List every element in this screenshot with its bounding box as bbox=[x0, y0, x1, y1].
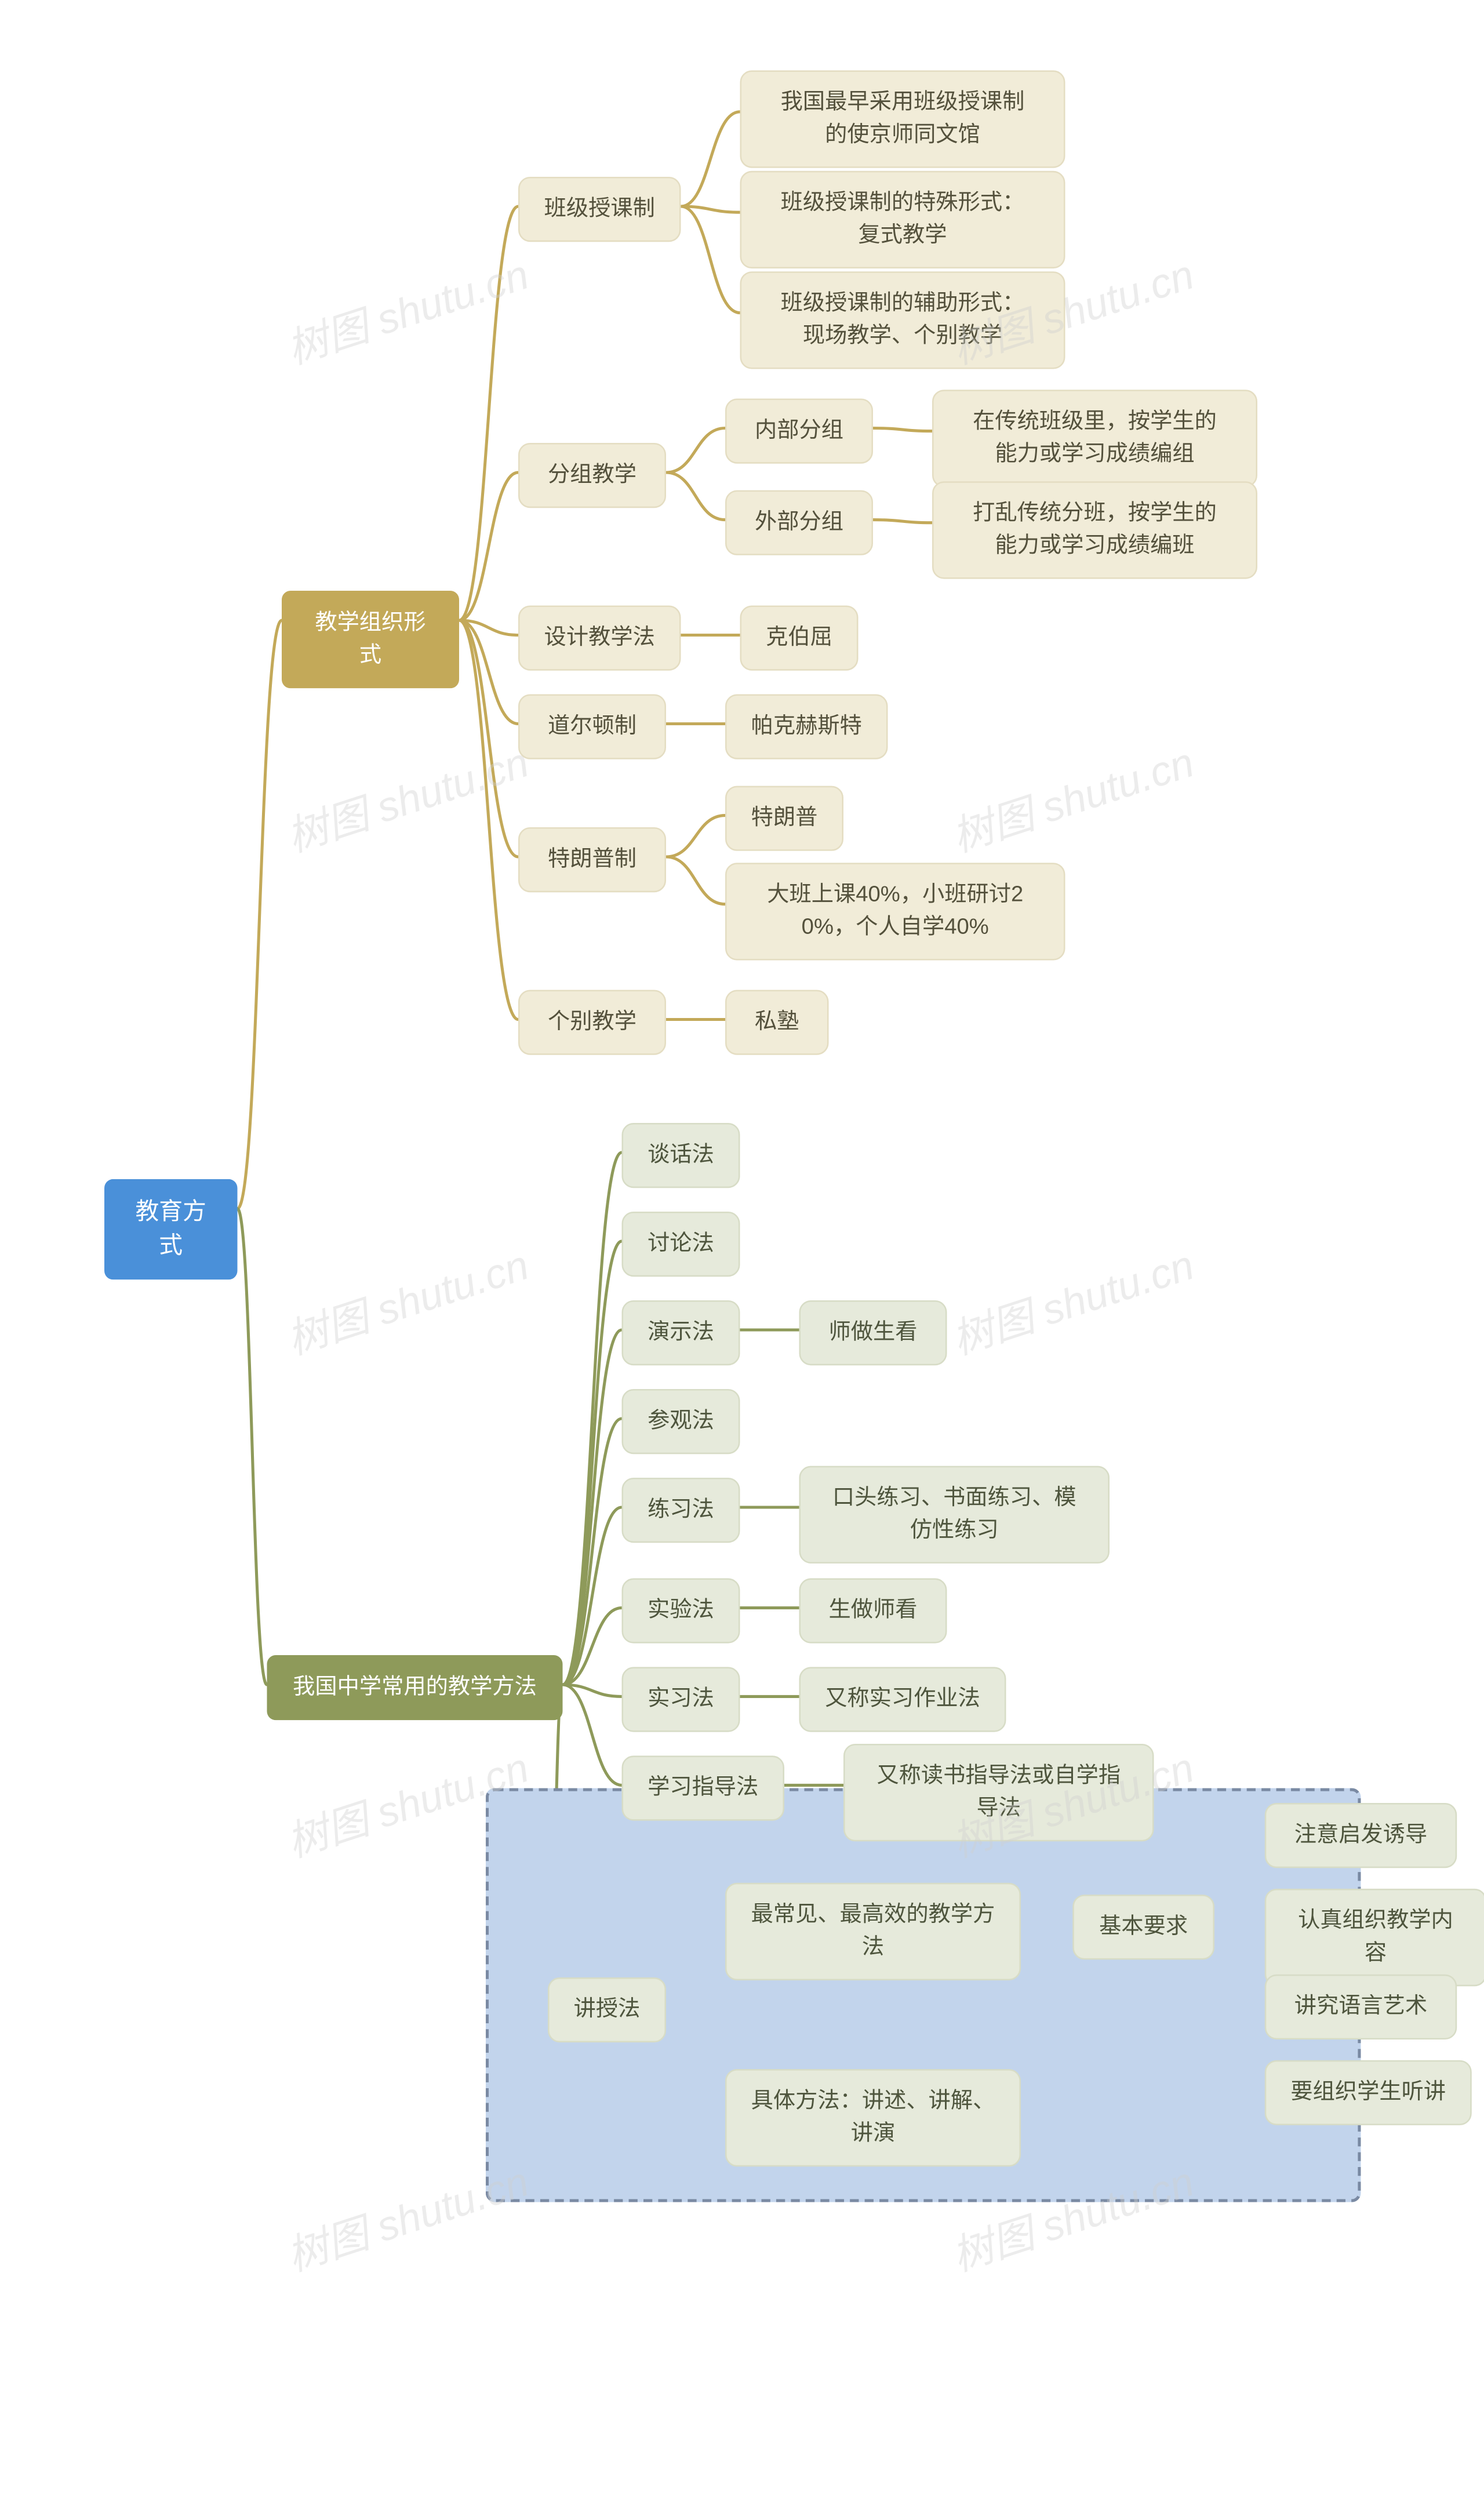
watermark: 树图 shutu.cn bbox=[279, 731, 536, 865]
connector bbox=[681, 206, 740, 313]
connector bbox=[666, 857, 725, 904]
connector bbox=[459, 620, 518, 857]
mindmap-node-n_bjsk[interactable]: 班级授课制 bbox=[518, 177, 681, 242]
connector bbox=[563, 1685, 622, 1696]
mindmap-node-n_kbq[interactable]: 克伯屈 bbox=[740, 606, 859, 671]
mindmap-node-m_jbyq[interactable]: 基本要求 bbox=[1072, 1895, 1214, 1959]
mindmap-node-m_sxf1[interactable]: 又称实习作业法 bbox=[799, 1667, 1006, 1732]
mindmap-node-n_nbfz1[interactable]: 在传统班级里，按学生的 能力或学习成绩编组 bbox=[932, 390, 1257, 486]
connector bbox=[563, 1330, 622, 1685]
diagram-canvas: 教育方式 教学组织形式我国中学常用的教学方法 班级授课制我国最早采用班级授课制 的使… bbox=[0, 0, 1484, 2494]
connector bbox=[563, 1241, 622, 1685]
connector bbox=[563, 1685, 622, 1785]
mindmap-node-m_yq3[interactable]: 讲究语言艺术 bbox=[1265, 1975, 1457, 2039]
connector bbox=[873, 520, 932, 523]
mindmap-node-m_yq1[interactable]: 注意启发诱导 bbox=[1265, 1803, 1457, 1868]
mindmap-node-m_cgf[interactable]: 参观法 bbox=[622, 1389, 740, 1454]
mindmap-node-m_xxzdf[interactable]: 学习指导法 bbox=[622, 1755, 785, 1820]
mindmap-node-root[interactable]: 教育方式 bbox=[104, 1179, 238, 1280]
connector bbox=[666, 428, 725, 473]
mindmap-node-m_syf1[interactable]: 生做师看 bbox=[799, 1578, 947, 1643]
mindmap-node-n_bjsk3[interactable]: 班级授课制的辅助形式： 现场教学、个别教学 bbox=[740, 271, 1065, 368]
mindmap-node-n_wbfz1[interactable]: 打乱传统分班，按学生的 能力或学习成绩编班 bbox=[932, 481, 1257, 578]
mindmap-node-b2[interactable]: 我国中学常用的教学方法 bbox=[267, 1655, 563, 1720]
mindmap-node-n_wbfz[interactable]: 外部分组 bbox=[725, 490, 873, 555]
mindmap-node-b1[interactable]: 教学组织形式 bbox=[282, 591, 459, 688]
connector bbox=[459, 620, 518, 635]
mindmap-node-m_lxf1[interactable]: 口头练习、书面练习、模 仿性练习 bbox=[799, 1466, 1110, 1563]
mindmap-node-n_tlp[interactable]: 特朗普 bbox=[725, 786, 843, 851]
connector bbox=[459, 620, 518, 1020]
watermark: 树图 shutu.cn bbox=[944, 731, 1201, 865]
mindmap-node-n_gbjx[interactable]: 个别教学 bbox=[518, 990, 666, 1055]
mindmap-node-m_xxzdf1[interactable]: 又称读书指导法或自学指 导法 bbox=[843, 1744, 1154, 1841]
connector bbox=[238, 1209, 267, 1685]
mindmap-node-n_derd[interactable]: 道尔顿制 bbox=[518, 695, 666, 759]
mindmap-node-m_yq4[interactable]: 要组织学生听讲 bbox=[1265, 2060, 1472, 2125]
mindmap-node-m_sxf[interactable]: 实习法 bbox=[622, 1667, 740, 1732]
connector bbox=[873, 428, 932, 431]
mindmap-node-m_tlf[interactable]: 讨论法 bbox=[622, 1212, 740, 1277]
connector bbox=[666, 472, 725, 520]
mindmap-node-n_fzjx[interactable]: 分组教学 bbox=[518, 443, 666, 508]
mindmap-node-m_ysf[interactable]: 演示法 bbox=[622, 1300, 740, 1365]
watermark: 树图 shutu.cn bbox=[279, 243, 536, 377]
mindmap-node-n_tlpz[interactable]: 特朗普制 bbox=[518, 827, 666, 892]
mindmap-node-n_bjsk1[interactable]: 我国最早采用班级授课制 的使京师同文馆 bbox=[740, 70, 1065, 167]
connector bbox=[681, 112, 740, 206]
connector bbox=[459, 206, 518, 620]
connector bbox=[563, 1608, 622, 1685]
mindmap-node-m_syf[interactable]: 实验法 bbox=[622, 1578, 740, 1643]
connector bbox=[238, 620, 282, 1209]
mindmap-node-m_thf[interactable]: 谈话法 bbox=[622, 1123, 740, 1188]
connector bbox=[459, 620, 518, 724]
connector bbox=[459, 472, 518, 620]
connector bbox=[563, 1507, 622, 1685]
mindmap-node-n_ss[interactable]: 私塾 bbox=[725, 990, 829, 1055]
mindmap-node-n_pkhst[interactable]: 帕克赫斯特 bbox=[725, 695, 888, 759]
mindmap-node-n_tlp2[interactable]: 大班上课40%，小班研讨2 0%，个人自学40% bbox=[725, 863, 1065, 959]
mindmap-node-m_jsf_b[interactable]: 具体方法：讲述、讲解、 讲演 bbox=[725, 2069, 1021, 2166]
mindmap-node-n_bjsk2[interactable]: 班级授课制的特殊形式： 复式教学 bbox=[740, 171, 1065, 268]
mindmap-node-m_jsf[interactable]: 讲授法 bbox=[548, 1977, 666, 2042]
connector bbox=[563, 1153, 622, 1685]
connector bbox=[666, 816, 725, 857]
connector bbox=[563, 1419, 622, 1685]
watermark: 树图 shutu.cn bbox=[944, 1234, 1201, 1368]
mindmap-node-m_lxf[interactable]: 练习法 bbox=[622, 1478, 740, 1543]
watermark: 树图 shutu.cn bbox=[279, 1234, 536, 1368]
mindmap-node-m_yq2[interactable]: 认真组织教学内容 bbox=[1265, 1889, 1484, 1986]
connector bbox=[681, 206, 740, 212]
mindmap-node-n_nbfz[interactable]: 内部分组 bbox=[725, 399, 873, 464]
mindmap-node-m_ysf1[interactable]: 师做生看 bbox=[799, 1300, 947, 1365]
mindmap-node-m_jsf_a[interactable]: 最常见、最高效的教学方 法 bbox=[725, 1883, 1021, 1980]
mindmap-node-n_sjjxf[interactable]: 设计教学法 bbox=[518, 606, 681, 671]
